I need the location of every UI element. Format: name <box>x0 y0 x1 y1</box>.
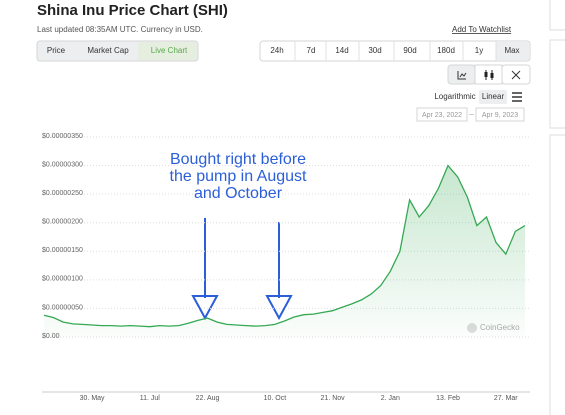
date-from: Apr 23, 2022 <box>422 112 462 119</box>
range-button[interactable]: 24h <box>270 46 283 55</box>
scale-option[interactable]: Logarithmic <box>434 92 475 101</box>
x-tick-label: 13. Feb <box>436 395 460 402</box>
date-input[interactable] <box>416 107 468 122</box>
side-panel <box>549 39 565 129</box>
range-group <box>259 40 531 62</box>
y-tick-label: $0.00000250 <box>42 190 83 197</box>
menu-icon[interactable] <box>512 92 522 102</box>
y-tick-label: $0.00000100 <box>42 276 83 283</box>
tab[interactable]: Price <box>47 46 66 55</box>
annotation: and October <box>194 185 283 202</box>
tab[interactable]: Market Cap <box>87 46 129 55</box>
arrow-head <box>191 295 219 321</box>
y-tick-label: $0.00000150 <box>42 247 83 254</box>
icon <box>457 71 467 80</box>
x-tick-label: 30. May <box>80 395 105 402</box>
y-tick-label: $0.00000050 <box>42 304 83 311</box>
side-panel <box>549 0 565 31</box>
range-button[interactable]: 14d <box>335 46 348 55</box>
side-panel <box>549 134 565 415</box>
annotation-arrows <box>191 218 293 321</box>
range-button[interactable]: 90d <box>403 46 416 55</box>
annotation: the pump in August <box>170 168 308 185</box>
scale-option[interactable]: Linear <box>482 92 505 101</box>
subtitle: Last updated 08:35AM UTC. Currency in US… <box>37 25 203 34</box>
candle-icon-button[interactable] <box>474 64 503 85</box>
date-input[interactable] <box>475 107 525 122</box>
range-button[interactable]: 180d <box>437 46 455 55</box>
arrow-head <box>265 295 293 321</box>
y-tick-label: $0.00000300 <box>42 161 83 168</box>
y-tick-label: $0.00000350 <box>42 133 83 140</box>
area-fill <box>44 165 525 337</box>
active-scale <box>479 90 507 104</box>
x-tick-label: 21. Nov <box>321 395 346 402</box>
x-tick-label: 27. Mar <box>494 395 518 402</box>
x-tick-label: 22. Aug <box>196 395 220 402</box>
y-tick-label: $0.00000200 <box>42 219 83 226</box>
price-line <box>43 164 526 328</box>
range-button[interactable]: 1y <box>475 46 483 55</box>
x-tick-label: 11. Jul <box>140 395 161 402</box>
range-button[interactable]: Max <box>504 46 519 55</box>
watchlist-link[interactable]: Add To Watchlist <box>452 25 512 34</box>
page-title: Shina Inu Price Chart (SHI) <box>37 2 228 19</box>
icon <box>484 72 488 77</box>
active-range <box>496 42 529 60</box>
active-tab <box>138 42 197 60</box>
range-button[interactable]: 7d <box>307 46 316 55</box>
date-separator: – <box>469 110 474 119</box>
x-tick-label: 2. Jan <box>381 395 400 402</box>
tab[interactable]: Live Chart <box>151 46 188 55</box>
icon <box>490 73 494 78</box>
date-to: Apr 9, 2023 <box>482 112 518 119</box>
range-button[interactable]: 30d <box>368 46 381 55</box>
icon <box>511 70 521 80</box>
annotation: Bought right before <box>170 151 306 168</box>
x-tick-label: 10. Oct <box>264 395 287 402</box>
